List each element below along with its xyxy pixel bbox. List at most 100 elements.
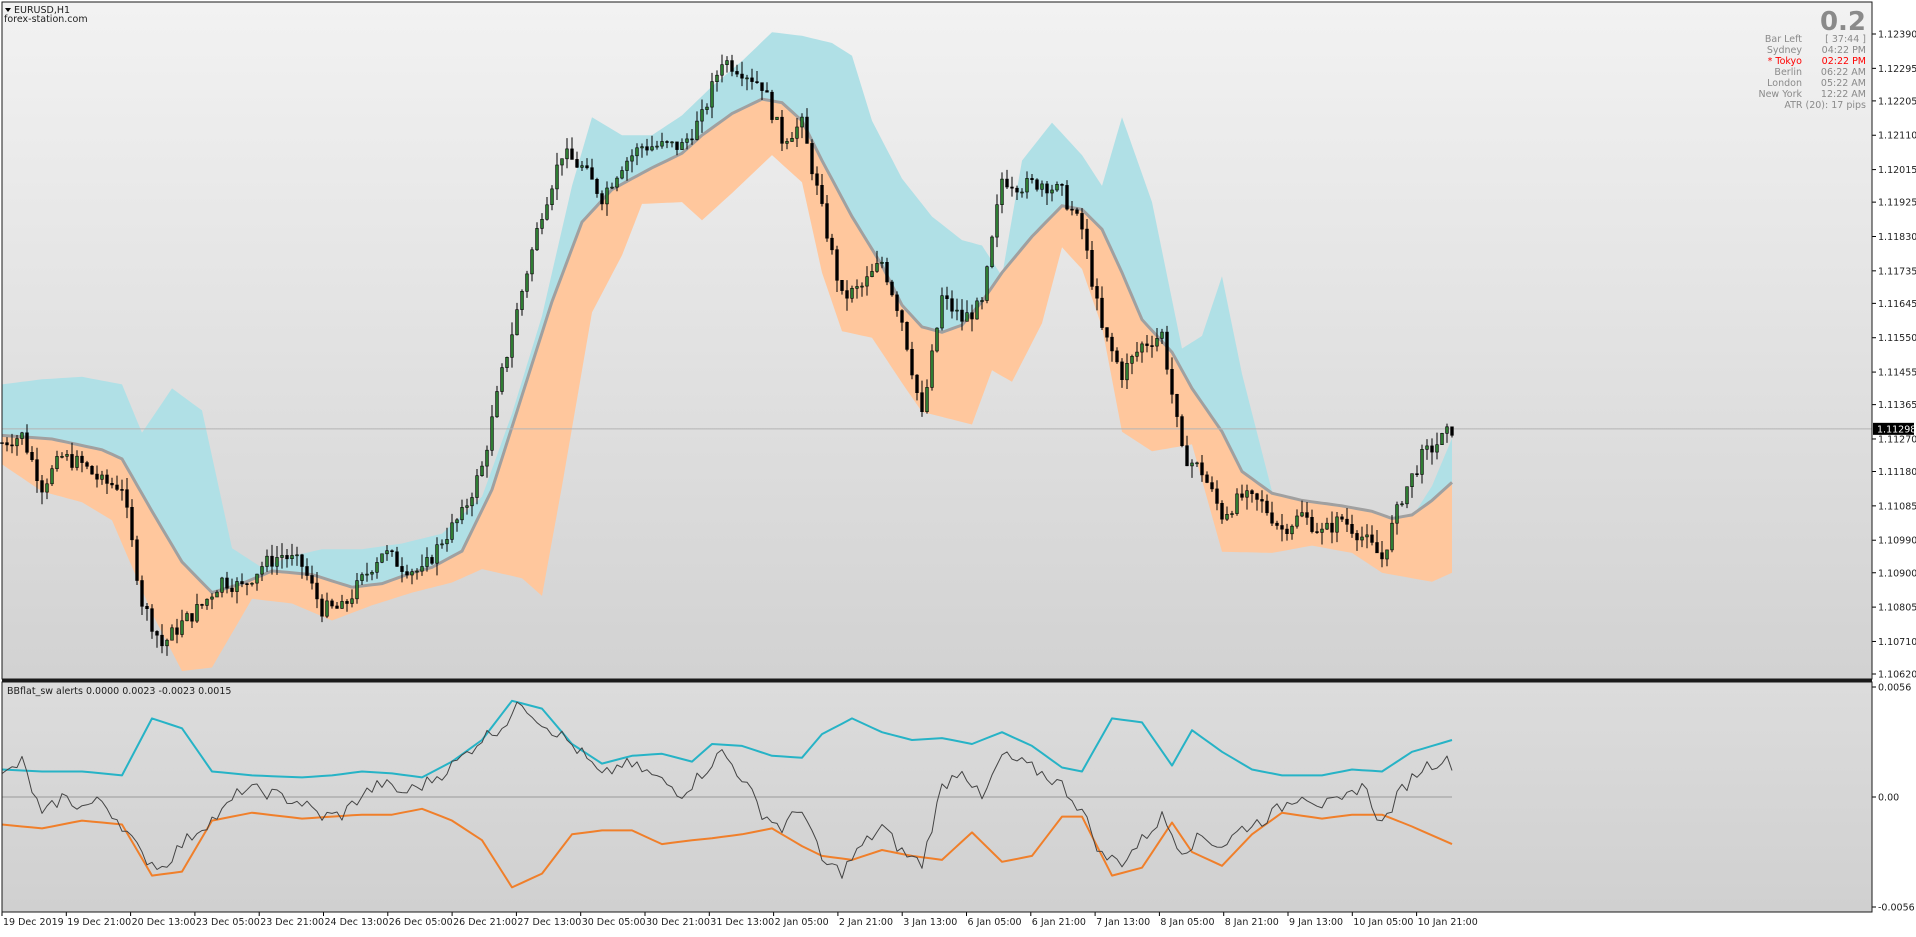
candle-body — [620, 170, 624, 179]
candle-body — [1110, 336, 1114, 352]
candle-body — [160, 634, 164, 647]
price-tick-label: 1.11455 — [1878, 368, 1916, 379]
candle-body — [910, 348, 914, 376]
session-value: 04:22 PM — [1822, 45, 1866, 56]
candle-body — [205, 598, 209, 606]
candle-body — [295, 554, 299, 557]
price-tick-label: 1.11365 — [1878, 400, 1916, 411]
candle-body — [570, 148, 574, 160]
candle-body — [1305, 512, 1309, 518]
candle-body — [1070, 208, 1074, 211]
time-tick-label: 20 Dec 13:00 — [132, 917, 196, 928]
candle-body — [1120, 361, 1124, 380]
candle-body — [1220, 502, 1224, 520]
candle-body — [185, 613, 189, 622]
candle-body — [550, 188, 554, 205]
candle-body — [405, 571, 409, 576]
candle-body — [105, 474, 109, 484]
candle-body — [140, 580, 144, 607]
candle-body — [540, 219, 544, 229]
time-tick-label: 8 Jan 05:00 — [1160, 917, 1214, 928]
candle-body — [25, 432, 29, 453]
candle-body — [35, 459, 39, 482]
candle-body — [1055, 184, 1059, 191]
candle-body — [1050, 189, 1054, 194]
candle-body — [605, 187, 609, 205]
price-tick-label: 1.12110 — [1878, 131, 1916, 142]
candle-body — [585, 165, 589, 169]
candle-body — [720, 64, 724, 76]
candle-body — [1345, 518, 1349, 525]
candle-body — [1350, 523, 1354, 534]
candle-body — [785, 141, 789, 144]
candle-body — [740, 73, 744, 79]
candle-body — [350, 598, 354, 604]
candle-body — [230, 587, 234, 592]
candle-body — [1095, 286, 1099, 299]
candle-body — [20, 432, 24, 439]
candle-body — [455, 519, 459, 524]
candle-body — [685, 138, 689, 143]
candle-body — [970, 312, 974, 320]
atr-text: ATR (20): 17 pips — [1784, 100, 1866, 111]
time-tick-label: 30 Dec 21:00 — [646, 917, 710, 928]
time-tick-label: 2 Jan 05:00 — [775, 917, 829, 928]
candle-body — [1365, 534, 1369, 538]
price-tick-label: 1.12295 — [1878, 64, 1916, 75]
candle-body — [1355, 533, 1359, 541]
candle-body — [165, 639, 169, 647]
candle-body — [1155, 338, 1159, 347]
candle-body — [435, 544, 439, 564]
oscillator-series — [1, 699, 1453, 889]
candle-body — [1370, 534, 1374, 543]
candle-body — [275, 557, 279, 567]
candle-body — [950, 298, 954, 312]
candle-body — [1010, 186, 1014, 189]
candle-body — [235, 581, 239, 592]
candle-body — [120, 489, 124, 491]
candle-body — [835, 249, 839, 281]
candle-body — [325, 600, 329, 617]
candle-body — [1045, 183, 1049, 194]
session-value: 12:22 AM — [1821, 89, 1866, 100]
price-tick-label: 1.10620 — [1878, 670, 1916, 681]
candle-body — [310, 575, 314, 584]
candle-body — [1020, 191, 1024, 194]
candle-body — [320, 598, 324, 617]
candle-body — [735, 71, 739, 75]
candle-body — [135, 539, 139, 581]
candle-body — [560, 158, 564, 166]
session-label: * Tokyo — [1768, 56, 1803, 67]
candle-body — [505, 356, 509, 368]
candle-body — [315, 582, 319, 600]
oscillator-axis-background — [1872, 682, 1914, 912]
candle-body — [125, 489, 129, 508]
candle-body — [450, 522, 454, 540]
candle-body — [110, 482, 114, 486]
candle-body — [195, 604, 199, 622]
candle-body — [190, 613, 194, 622]
collapse-arrow-icon[interactable] — [5, 8, 11, 12]
candle-body — [460, 507, 464, 521]
candle-body — [1175, 393, 1179, 417]
candle-body — [690, 138, 694, 141]
candle-body — [880, 261, 884, 264]
candle-body — [15, 438, 19, 447]
candle-body — [220, 577, 224, 593]
candle-body — [1205, 474, 1209, 483]
candle-body — [520, 290, 524, 310]
session-value: 02:22 PM — [1822, 56, 1866, 67]
big-value: 0.2 — [1820, 7, 1866, 37]
candle-body — [150, 608, 154, 632]
candle-body — [515, 309, 519, 336]
candle-body — [755, 81, 759, 83]
candle-body — [995, 204, 999, 238]
candle-body — [530, 249, 534, 275]
candle-body — [1405, 486, 1409, 505]
time-tick-label: 19 Dec 21:00 — [67, 917, 131, 928]
candle-body — [420, 566, 424, 572]
candle-body — [830, 237, 834, 251]
candle-body — [885, 261, 889, 283]
